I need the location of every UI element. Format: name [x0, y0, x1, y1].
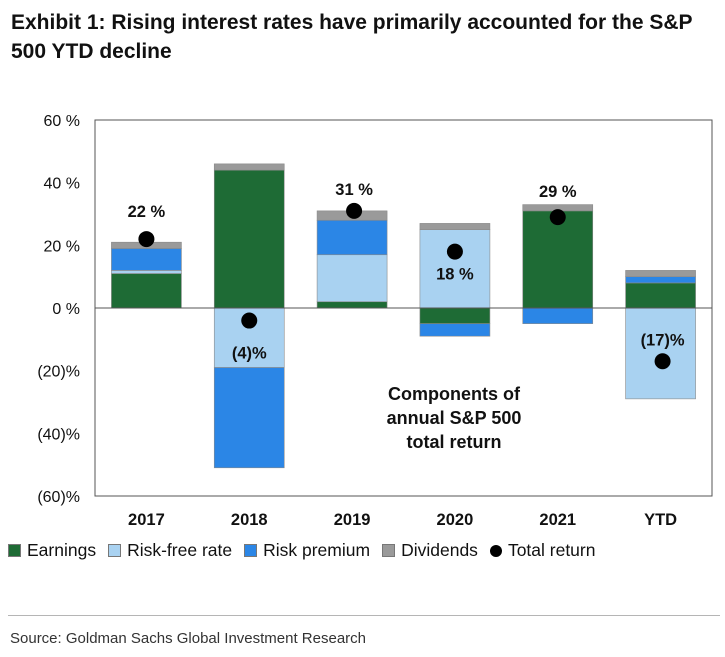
- x-tick-label: 2020: [437, 511, 474, 529]
- bar-segment-risk-free-rate: [625, 307, 696, 400]
- bar-segment-earnings: [111, 273, 182, 309]
- chart-annotation-line: Components of: [388, 384, 521, 404]
- total-return-marker: [654, 353, 671, 370]
- y-tick-label: (60)%: [37, 489, 80, 506]
- legend-label-earnings: Earnings: [27, 540, 97, 560]
- bar-segment-risk-free-rate: [316, 254, 388, 303]
- total-return-label: 29 %: [539, 183, 577, 201]
- source-note: Source: Goldman Sachs Global Investment …: [10, 630, 367, 647]
- legend-label-risk-premium: Risk premium: [263, 540, 371, 560]
- bar-segment-risk-premium: [625, 276, 696, 284]
- total-return-label: 22 %: [128, 203, 166, 221]
- legend-item-risk-premium: Risk premium: [244, 540, 370, 561]
- bar-segment-dividends: [625, 270, 696, 277]
- x-tick-label: 2017: [128, 511, 165, 529]
- total-return-label: (4)%: [232, 345, 267, 363]
- bar-segment-dividends: [213, 163, 285, 171]
- legend-marker-total-return: [489, 544, 502, 557]
- y-tick-label: 20 %: [44, 238, 80, 255]
- total-return-marker: [549, 209, 566, 226]
- bar-segment-earnings: [213, 169, 285, 309]
- bar-segment-risk-free-rate: [111, 270, 182, 274]
- legend-item-earnings: Earnings: [8, 540, 96, 561]
- legend-swatch-dividends: [382, 544, 396, 557]
- total-return-marker: [241, 312, 258, 329]
- bar-segment-risk-premium: [419, 323, 491, 337]
- bar-segment-dividends: [419, 223, 491, 230]
- stacked-bar-chart: 60 % 40 % 20 % 0 % (20)% (40)% (60)% 2017 2018 20…: [37, 113, 713, 529]
- chart-annotation-line: annual S&P 500: [387, 408, 522, 428]
- legend: Earnings Risk-free rate Risk premium Div…: [8, 540, 723, 561]
- chart-title: Exhibit 1: Rising interest rates have pr…: [11, 11, 693, 63]
- x-tick-label: YTD: [644, 511, 677, 529]
- legend-item-dividends: Dividends: [382, 540, 478, 561]
- legend-swatch-risk-free-rate: [108, 544, 122, 557]
- total-return-label: (17)%: [641, 331, 685, 349]
- bar-segment-risk-premium: [213, 367, 285, 469]
- bar-segment-earnings: [625, 282, 696, 309]
- total-return-marker: [138, 231, 155, 248]
- total-return-label: 18 %: [436, 266, 474, 284]
- bar-segment-earnings: [522, 210, 594, 309]
- y-tick-label: (40)%: [37, 426, 80, 443]
- legend-item-risk-free-rate: Risk-free rate: [108, 540, 232, 561]
- total-return-marker: [446, 243, 463, 260]
- legend-swatch-risk-premium: [244, 544, 258, 557]
- x-tick-label: 2021: [539, 511, 576, 529]
- footer-divider: [8, 615, 720, 616]
- bar-segment-risk-premium: [522, 307, 594, 324]
- y-tick-label: (20)%: [37, 364, 80, 381]
- bar-segment-earnings: [316, 301, 388, 309]
- bar-segment-risk-premium: [316, 219, 388, 256]
- legend-label-risk-free-rate: Risk-free rate: [127, 540, 233, 560]
- x-tick-label: 2019: [334, 511, 371, 529]
- chart-annotation-line: total return: [406, 432, 501, 452]
- legend-swatch-earnings: [8, 544, 21, 557]
- bar-segment-risk-free-rate: [419, 229, 491, 309]
- total-return-marker: [346, 202, 363, 219]
- x-tick-label: 2018: [231, 511, 268, 529]
- total-return-label: 31 %: [335, 181, 373, 199]
- legend-label-total-return: Total return: [507, 540, 596, 560]
- bar-segment-earnings: [419, 307, 491, 324]
- legend-label-dividends: Dividends: [401, 540, 478, 560]
- legend-item-total-return: Total return: [489, 540, 596, 561]
- y-tick-label: 60 %: [44, 113, 80, 130]
- y-tick-label: 40 %: [44, 176, 80, 193]
- y-tick-label: 0 %: [52, 301, 80, 318]
- bar-segment-risk-premium: [111, 248, 182, 271]
